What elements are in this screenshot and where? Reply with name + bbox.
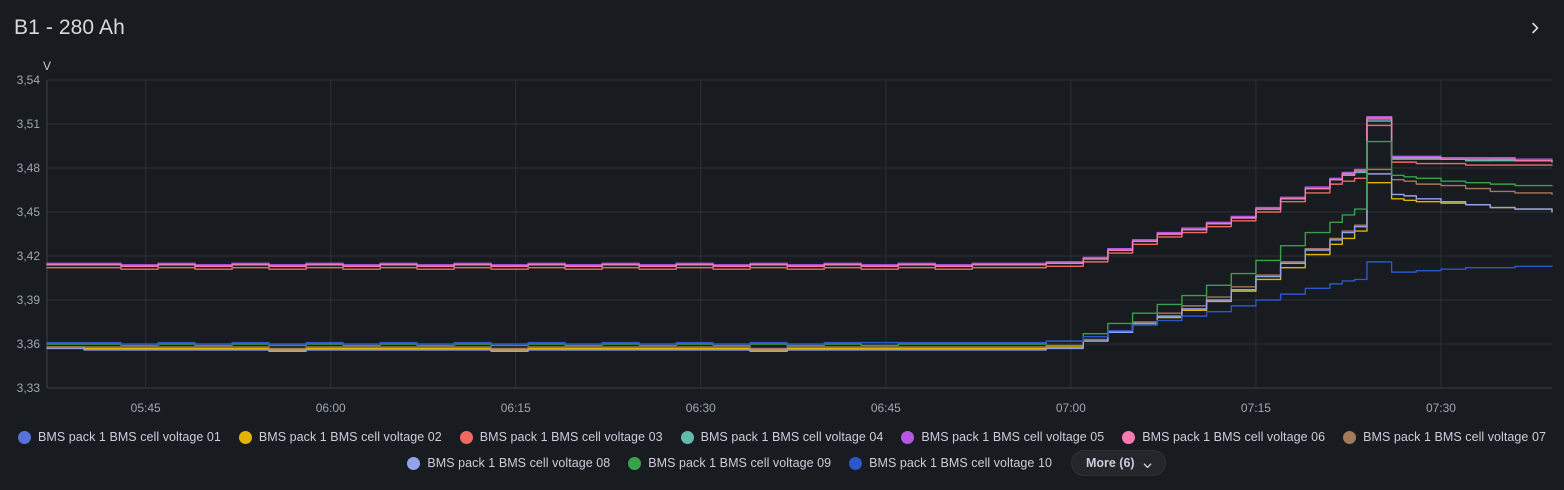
chevron-down-icon <box>1142 458 1153 469</box>
legend-item-label: BMS pack 1 BMS cell voltage 04 <box>700 430 884 444</box>
legend-color-dot <box>407 456 421 470</box>
legend-item[interactable]: BMS pack 1 BMS cell voltage 09 <box>619 456 840 470</box>
x-axis-tick-label: 06:30 <box>686 401 716 415</box>
legend-item-label: BMS pack 1 BMS cell voltage 01 <box>38 430 221 444</box>
legend-more-label: More (6) <box>1085 456 1135 470</box>
panel-header: B1 - 280 Ah <box>0 0 1564 56</box>
legend-item[interactable]: BMS pack 1 BMS cell voltage 03 <box>451 430 672 444</box>
y-axis-tick-label: 3,54 <box>17 73 41 87</box>
legend-item[interactable]: BMS pack 1 BMS cell voltage 07 <box>1334 430 1555 444</box>
series-line <box>46 117 1553 267</box>
legend-item[interactable]: BMS pack 1 BMS cell voltage 05 <box>892 430 1113 444</box>
x-axis-tick-label: 07:30 <box>1426 401 1456 415</box>
legend-item-label: BMS pack 1 BMS cell voltage 05 <box>921 430 1105 444</box>
legend-item[interactable]: BMS pack 1 BMS cell voltage 02 <box>230 430 451 444</box>
legend-more-button[interactable]: More (6) <box>1070 450 1166 476</box>
series-line <box>46 120 1553 267</box>
legend-item[interactable]: BMS pack 1 BMS cell voltage 10 <box>840 456 1061 470</box>
legend-row-primary: BMS pack 1 BMS cell voltage 01 BMS pack 1… <box>0 424 1564 450</box>
x-axis-tick-label: 06:00 <box>316 401 346 415</box>
series-line <box>46 140 1553 347</box>
x-axis-tick-label: 05:45 <box>131 401 161 415</box>
y-axis-tick-label: 3,42 <box>17 249 41 263</box>
chart-legend: BMS pack 1 BMS cell voltage 01 BMS pack 1… <box>0 424 1564 476</box>
legend-color-dot <box>238 430 252 444</box>
legend-row-secondary: BMS pack 1 BMS cell voltage 08 BMS pack 1… <box>0 450 1564 476</box>
legend-item-label: BMS pack 1 BMS cell voltage 02 <box>258 430 442 444</box>
legend-color-dot <box>18 430 32 444</box>
timeseries-chart[interactable]: 3,54 3,51 3,48 3,45 3,42 3,39 3,36 3,33 V 05:45 06… <box>0 56 1564 426</box>
series-line <box>46 173 1553 353</box>
y-axis-tick-label: 3,33 <box>17 381 41 395</box>
page-title: B1 - 280 Ah <box>14 16 125 39</box>
legend-item-label: BMS pack 1 BMS cell voltage 10 <box>869 456 1052 470</box>
chevron-right-icon[interactable] <box>1522 15 1548 41</box>
x-axis-tick-label: 06:15 <box>501 401 531 415</box>
legend-item[interactable]: BMS pack 1 BMS cell voltage 08 <box>398 456 619 470</box>
legend-item-label: BMS pack 1 BMS cell voltage 07 <box>1363 430 1546 444</box>
series-line <box>46 261 1553 345</box>
series-line <box>46 115 1553 266</box>
legend-color-dot <box>628 456 642 470</box>
legend-item[interactable]: BMS pack 1 BMS cell voltage 01 <box>9 430 230 444</box>
legend-item-label: BMS pack 1 BMS cell voltage 06 <box>1142 430 1326 444</box>
y-axis-tick-label: 3,39 <box>17 293 41 307</box>
y-axis-unit-label: V <box>43 59 51 73</box>
legend-color-dot <box>901 430 915 444</box>
legend-color-dot <box>1343 430 1357 444</box>
series-line <box>46 124 1553 270</box>
series-line <box>46 168 1553 350</box>
legend-color-dot <box>680 430 694 444</box>
y-axis-tick-label: 3,51 <box>17 117 41 131</box>
chart-plot-area[interactable]: 3,54 3,51 3,48 3,45 3,42 3,39 3,36 3,33 V 05:45 06… <box>0 56 1564 426</box>
legend-color-dot <box>1122 430 1136 444</box>
x-axis-tick-label: 06:45 <box>871 401 901 415</box>
legend-item[interactable]: BMS pack 1 BMS cell voltage 06 <box>1113 430 1334 444</box>
legend-item-label: BMS pack 1 BMS cell voltage 09 <box>648 456 832 470</box>
y-axis-tick-label: 3,36 <box>17 337 41 351</box>
legend-item-label: BMS pack 1 BMS cell voltage 03 <box>479 430 663 444</box>
y-axis-tick-label: 3,45 <box>17 205 41 219</box>
legend-color-dot <box>459 430 473 444</box>
x-axis-tick-label: 07:00 <box>1056 401 1086 415</box>
legend-color-dot <box>849 456 863 470</box>
legend-item-label: BMS pack 1 BMS cell voltage 08 <box>427 456 611 470</box>
x-axis-tick-label: 07:15 <box>1241 401 1271 415</box>
y-axis-tick-label: 3,48 <box>17 161 41 175</box>
legend-item[interactable]: BMS pack 1 BMS cell voltage 04 <box>672 430 893 444</box>
